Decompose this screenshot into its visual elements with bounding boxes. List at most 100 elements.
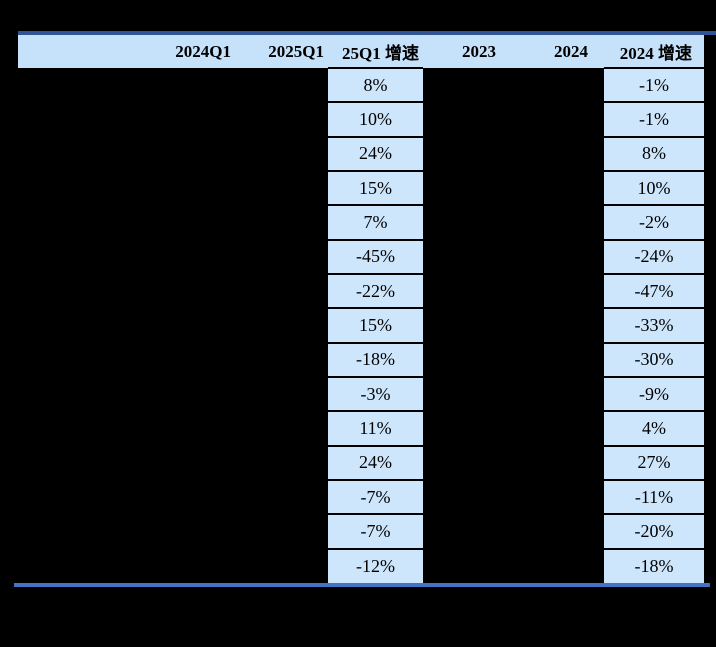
column-header-2025q1: 2025Q1 [235,35,328,68]
cell [18,446,142,480]
cell [235,68,328,102]
cell [235,480,328,514]
cell [235,137,328,171]
table-row: -18% -30% [18,341,704,377]
cell [423,377,514,411]
cell [514,343,604,377]
table-body: 8% -1% 10% -1% 24% 8% 15% 10% 7% -2% -45% -24% -22% -… [18,66,704,583]
cell [423,171,514,205]
cell [423,411,514,445]
table-top-rule [18,31,716,35]
cell [235,171,328,205]
cell [18,240,142,274]
cell [18,480,142,514]
table-row: -7% -20% [18,513,704,549]
cell [235,240,328,274]
cell [18,343,142,377]
cell [235,411,328,445]
cell [235,274,328,308]
growth-cell: 27% [604,444,704,480]
table-row: -7% -11% [18,478,704,515]
cell [514,480,604,514]
cell [18,411,142,445]
cell [142,308,235,342]
cell [235,549,328,583]
column-header-2024q1: 2024Q1 [142,35,235,68]
growth-cell: 15% [328,307,423,343]
cell [18,549,142,583]
cell [514,411,604,445]
cell [235,102,328,136]
table-row: 15% 10% [18,169,704,206]
table-row: 8% -1% [18,66,704,103]
cell [423,549,514,583]
cell [18,514,142,548]
cell [423,514,514,548]
cell [514,102,604,136]
growth-cell: -18% [604,547,704,583]
cell [514,446,604,480]
cell [18,377,142,411]
table-row: 11% 4% [18,410,704,446]
cell [423,446,514,480]
growth-cell: -47% [604,272,704,309]
cell [423,240,514,274]
cell [514,377,604,411]
cell [514,137,604,171]
table-header: 2024Q1 2025Q1 25Q1 增速 2023 2024 2024 增速 [18,35,704,68]
growth-cell: -2% [604,204,704,240]
growth-cell: -33% [604,307,704,343]
cell [514,205,604,239]
table-row: 7% -2% [18,204,704,240]
growth-cell: -12% [328,547,423,583]
cell [142,137,235,171]
cell [423,102,514,136]
cell [142,549,235,583]
cell [18,137,142,171]
column-header-2024: 2024 [514,35,604,68]
cell [142,480,235,514]
growth-cell: 10% [328,101,423,137]
cell [18,308,142,342]
cell [18,68,142,102]
cell [142,377,235,411]
cell [142,446,235,480]
cell [18,102,142,136]
growth-cell: 8% [328,66,423,103]
cell [18,274,142,308]
cell [423,205,514,239]
cell [142,514,235,548]
growth-cell: 4% [604,410,704,446]
table-row: -45% -24% [18,238,704,274]
cell [235,308,328,342]
cell [514,549,604,583]
cell [235,343,328,377]
cell [142,171,235,205]
header-row: 2024Q1 2025Q1 25Q1 增速 2023 2024 2024 增速 [18,35,704,68]
cell [142,205,235,239]
cell [514,68,604,102]
cell [514,240,604,274]
growth-cell: -20% [604,513,704,549]
growth-cell: -18% [328,341,423,377]
growth-cell: 15% [328,169,423,206]
growth-cell: -1% [604,66,704,103]
table-row: -12% -18% [18,547,704,583]
growth-cell: 11% [328,410,423,446]
cell [142,411,235,445]
cell [235,205,328,239]
growth-cell: -1% [604,101,704,137]
financial-growth-table: 2024Q1 2025Q1 25Q1 增速 2023 2024 2024 增速 … [18,35,704,583]
growth-cell: 24% [328,444,423,480]
cell [423,480,514,514]
cell [142,68,235,102]
table-row: 10% -1% [18,101,704,137]
growth-cell: -24% [604,238,704,274]
cell [514,171,604,205]
table-row: 24% 27% [18,444,704,480]
growth-cell: -11% [604,478,704,515]
cell [18,171,142,205]
column-header-25q1-growth: 25Q1 增速 [328,35,423,68]
column-header-2024-growth: 2024 增速 [604,35,704,68]
